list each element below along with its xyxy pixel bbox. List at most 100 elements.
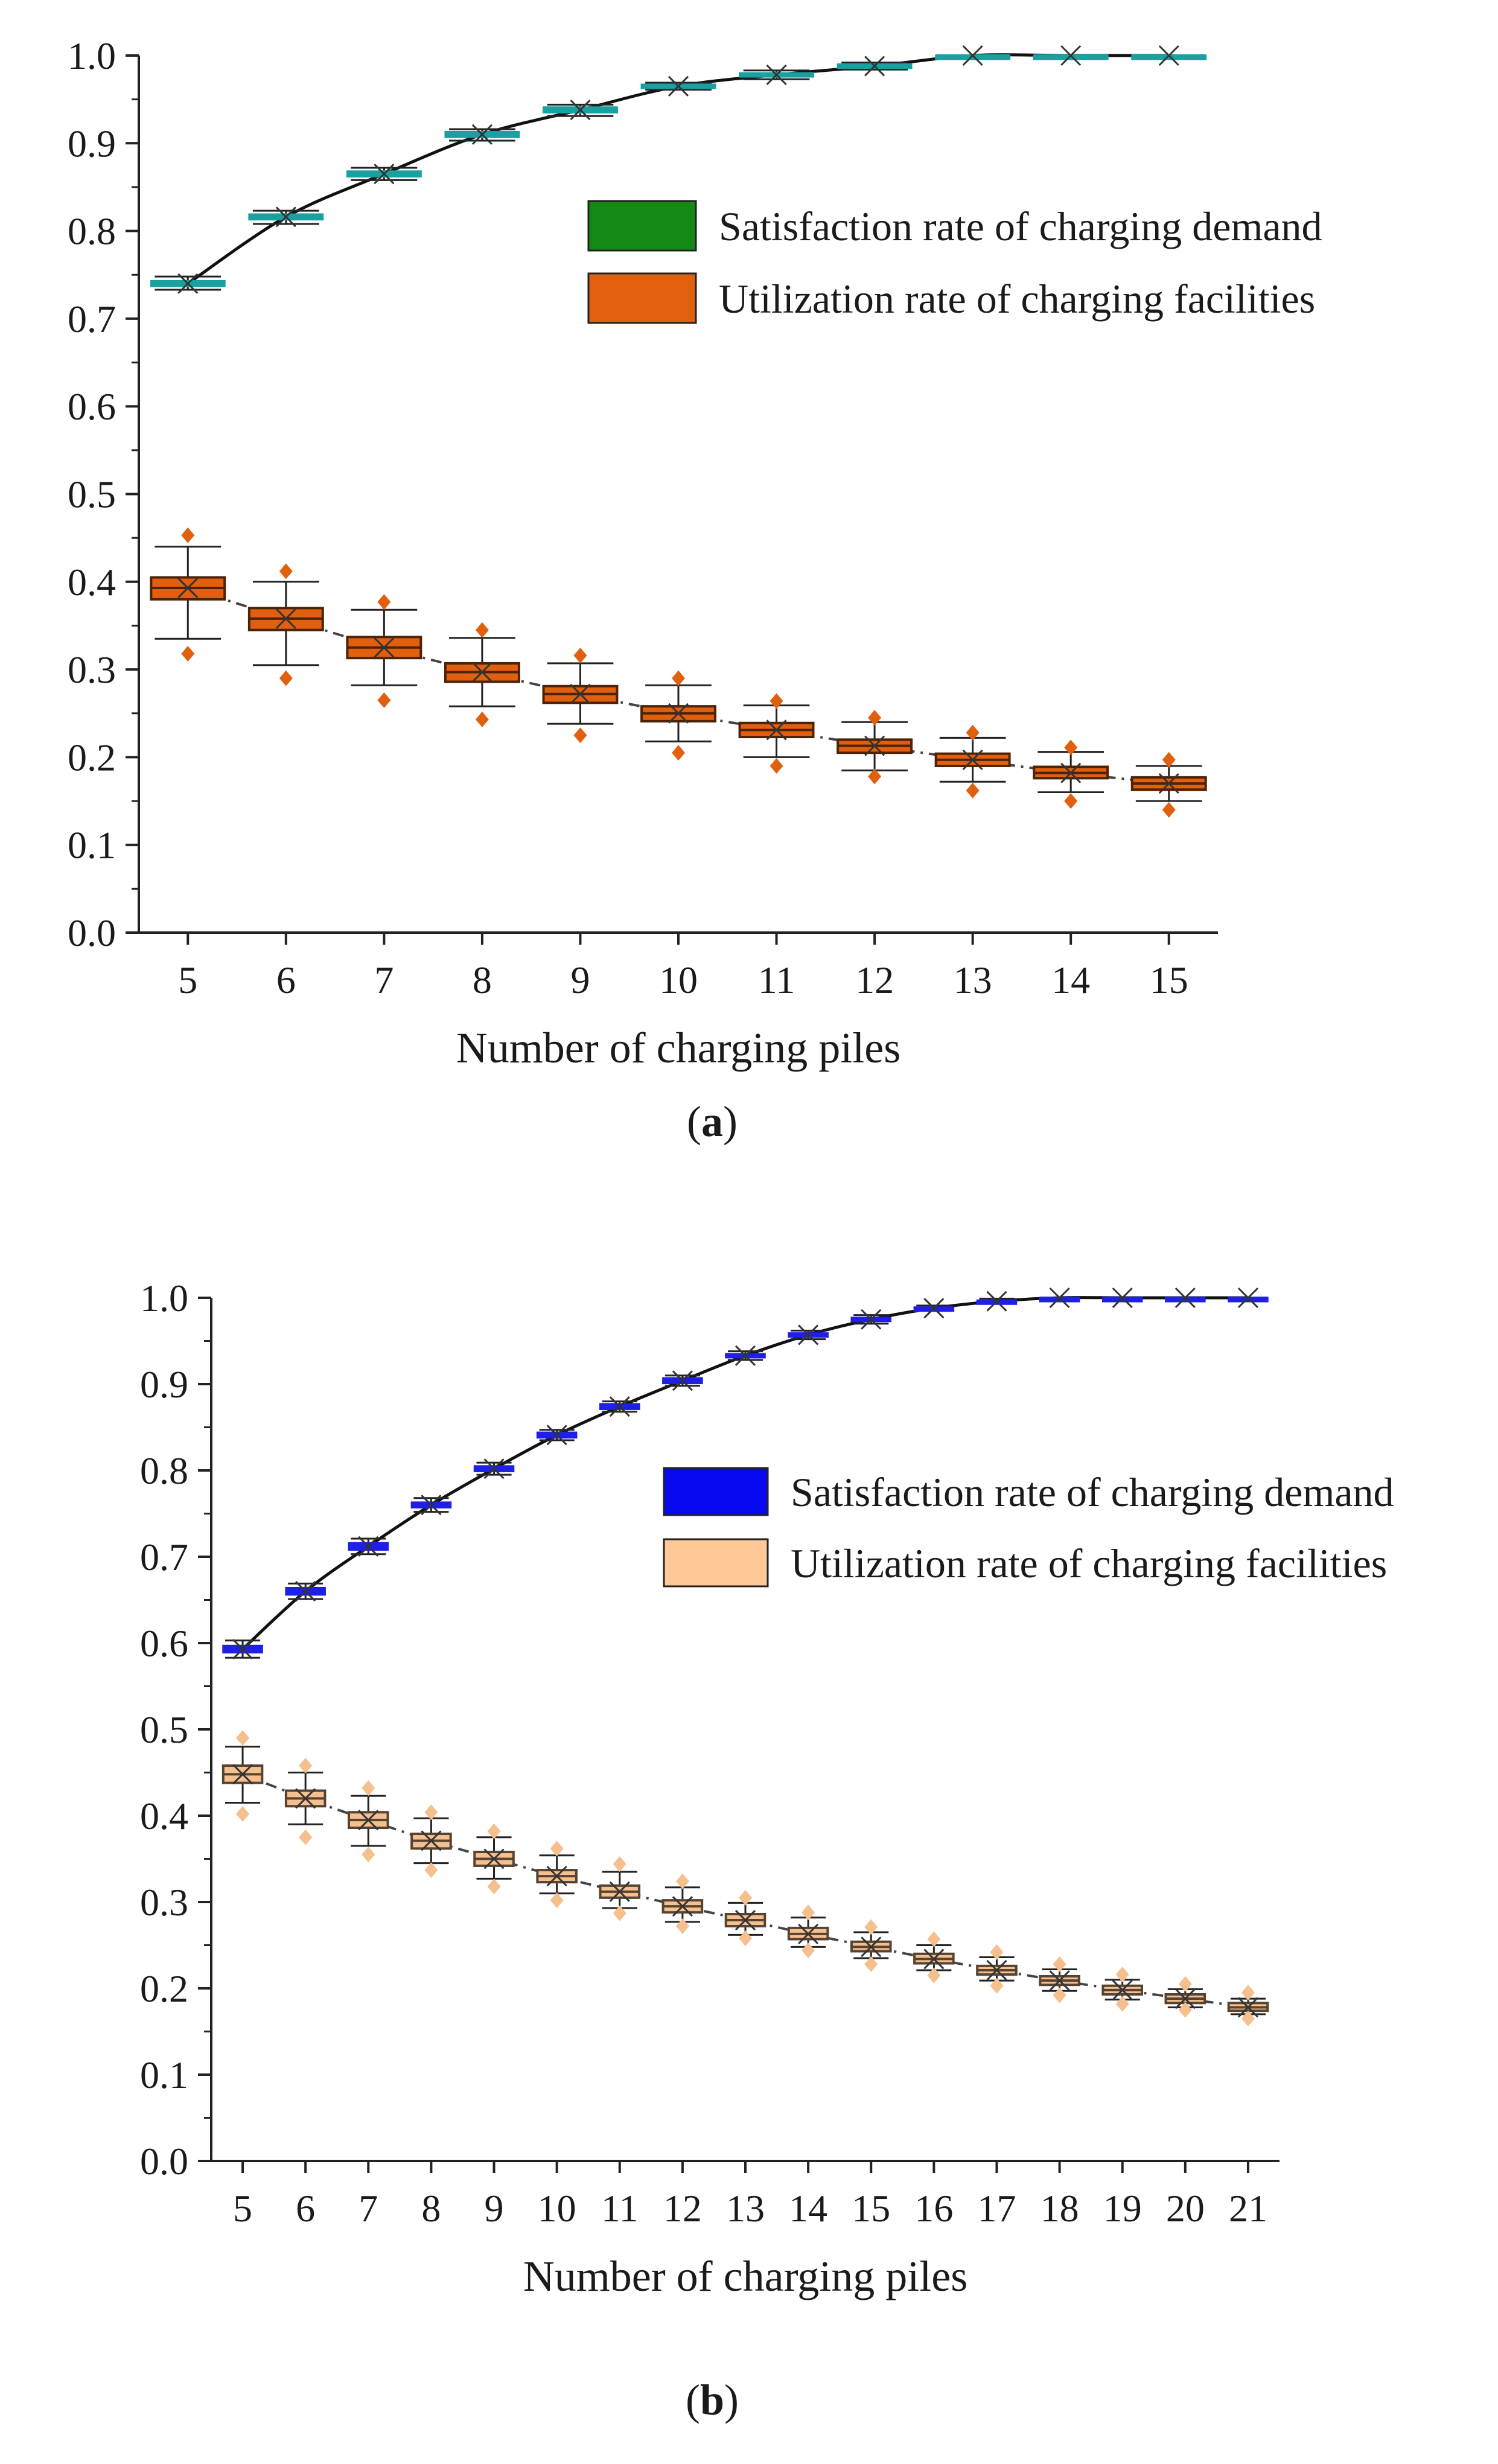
panel-a-mean-marker	[570, 100, 591, 121]
panel-b-xtick-label: 15	[852, 2187, 890, 2230]
panel-b-ytick-label: 0.2	[140, 1967, 188, 2010]
panel-b-outlier-low	[1053, 1987, 1066, 2003]
panel-a-legend-swatch	[587, 200, 697, 252]
panel-b-xtick-label: 20	[1166, 2187, 1205, 2230]
panel-a-xtick-label: 12	[855, 959, 894, 1001]
panel-b-mean-marker	[546, 1425, 567, 1446]
panel-a-mean-marker	[962, 749, 983, 770]
panel-b-mean-marker	[232, 1638, 253, 1660]
panel-b-mean-marker	[798, 1923, 819, 1944]
panel-b-mean-marker	[672, 1896, 693, 1917]
panel-b-caption: (b)	[686, 2376, 739, 2424]
panel-a-outlier-low	[377, 692, 391, 708]
panel-b-mean-marker	[421, 1495, 442, 1516]
panel-b-outlier-low	[236, 1806, 250, 1822]
panel-a-xtick-label: 15	[1150, 959, 1188, 1001]
panel-b-mean-marker	[735, 1345, 756, 1366]
panel-a-series-satisfaction	[150, 45, 1207, 294]
panel-b-outlier-low	[1178, 2002, 1192, 2018]
panel-b-xtick-label: 8	[421, 2187, 441, 2230]
panel-a-ytick-label: 0.7	[68, 298, 116, 340]
panel-b-mean-marker	[1112, 1287, 1133, 1309]
panel-b-outlier-low	[299, 1829, 313, 1845]
panel-b-ytick-label: 0.0	[140, 2140, 188, 2183]
panel-b-outlier-low	[675, 1918, 689, 1935]
panel-a-outlier-low	[966, 782, 980, 799]
panel-b-mean-marker	[609, 1881, 630, 1902]
panel-a-xtick-label: 10	[659, 959, 698, 1001]
panel-b-legend-swatch	[663, 1538, 769, 1588]
panel-a-ytick-label: 0.2	[68, 736, 116, 779]
panel-b-outlier-low	[1241, 2011, 1255, 2027]
panel-a-outlier-low	[770, 758, 783, 774]
panel-a-mean-marker	[668, 703, 689, 724]
panel-b-mean-marker	[232, 1764, 253, 1785]
panel-b-ytick-label: 1.0	[140, 1277, 188, 1320]
panel-b-mean-marker	[421, 1830, 442, 1851]
panel-a-xtick-label: 8	[473, 959, 492, 1001]
panel-b-ytick-label: 0.6	[140, 1622, 188, 1665]
panel-b-outlier-low	[739, 1930, 752, 1947]
panel-a-outlier-high	[573, 647, 587, 663]
panel-a-outlier-low	[573, 727, 587, 744]
panel-b-outlier-low	[802, 1942, 815, 1959]
panel-a-outlier-high	[1162, 752, 1176, 768]
panel-b-ytick-label: 0.1	[140, 2054, 188, 2096]
panel-b-mean-marker	[358, 1536, 379, 1557]
panel-b-xtick-label: 9	[485, 2187, 504, 2230]
panel-a-series-utilization	[150, 527, 1207, 818]
panel-b-outlier-high	[1053, 1956, 1066, 1972]
panel-b-outlier-low	[864, 1956, 878, 1972]
panel-b-mean-marker	[546, 1866, 567, 1887]
panel-a-xtick-label: 9	[570, 959, 590, 1001]
panel-a-ytick-label: 0.9	[68, 122, 116, 165]
panel-a-mean-marker	[766, 720, 787, 741]
panel-b-mean-marker	[295, 1788, 316, 1809]
panel-b-outlier-low	[613, 1905, 626, 1921]
panel-b-outlier-low	[990, 1977, 1004, 1994]
panel-b-outlier-high	[1178, 1976, 1192, 1992]
panel-b-outlier-low	[1115, 1996, 1129, 2012]
panel-a-mean-marker	[471, 662, 492, 683]
panel-a-xtick-label: 6	[276, 959, 296, 1001]
panel-a-outlier-low	[672, 745, 685, 761]
panel-b-caption-label: b	[700, 2376, 724, 2424]
panel-b-mean-marker	[483, 1848, 505, 1869]
panel-a-outlier-low	[279, 670, 293, 686]
panel-b-outlier-high	[1115, 1967, 1129, 1983]
panel-b-mean-marker	[609, 1396, 630, 1417]
panel-b-mean-marker	[1237, 1287, 1259, 1309]
panel-a-x-axis-label: Number of charging piles	[456, 1024, 901, 1072]
panel-a-ytick-label: 0.1	[68, 824, 116, 867]
panel-b-mean-marker	[672, 1370, 693, 1391]
panel-a-outlier-high	[770, 693, 783, 709]
panel-b-mean-marker	[923, 1298, 945, 1319]
panel-b-outlier-high	[739, 1889, 752, 1906]
panel-b-xtick-label: 7	[359, 2187, 378, 2230]
panel-a-outlier-high	[966, 724, 980, 741]
panel-b-ytick-label: 0.8	[140, 1449, 188, 1492]
panel-b-xtick-label: 17	[977, 2187, 1016, 2230]
panel-a-mean-marker	[374, 164, 395, 185]
panel-b-mean-marker	[1174, 1287, 1196, 1309]
panel-b-mean-marker	[1049, 1287, 1070, 1309]
panel-b-outlier-high	[864, 1919, 878, 1935]
panel-a-ytick-label: 0.8	[68, 210, 116, 253]
panel-b-chart: 0.0 0.1 0.2 0.3 0.4 0.5 0.6 0.7 0.8 0.9 1.0 5 6 7 8 9 10…	[140, 1277, 1394, 2300]
panel-a-outlier-high	[279, 563, 293, 579]
panel-a-ytick-label: 0.0	[68, 911, 116, 954]
panel-a-outlier-low	[1162, 802, 1176, 818]
panel-a-mean-marker	[177, 273, 199, 294]
panel-a-mean-marker	[1060, 762, 1082, 784]
panel-b-xtick-label: 11	[601, 2187, 639, 2230]
panel-b-outlier-high	[236, 1730, 250, 1746]
panel-b-mean-marker	[798, 1324, 819, 1345]
panel-a-caption: (a)	[687, 1097, 738, 1146]
panel-b-ytick-label: 0.9	[140, 1363, 188, 1406]
panel-b-xtick-label: 16	[914, 2187, 953, 2230]
panel-b-series-satisfaction	[222, 1287, 1269, 1660]
panel-b-outlier-high	[362, 1780, 375, 1796]
panel-b-ytick-label: 0.7	[140, 1536, 188, 1578]
panel-b-mean-marker	[1174, 1988, 1196, 2009]
